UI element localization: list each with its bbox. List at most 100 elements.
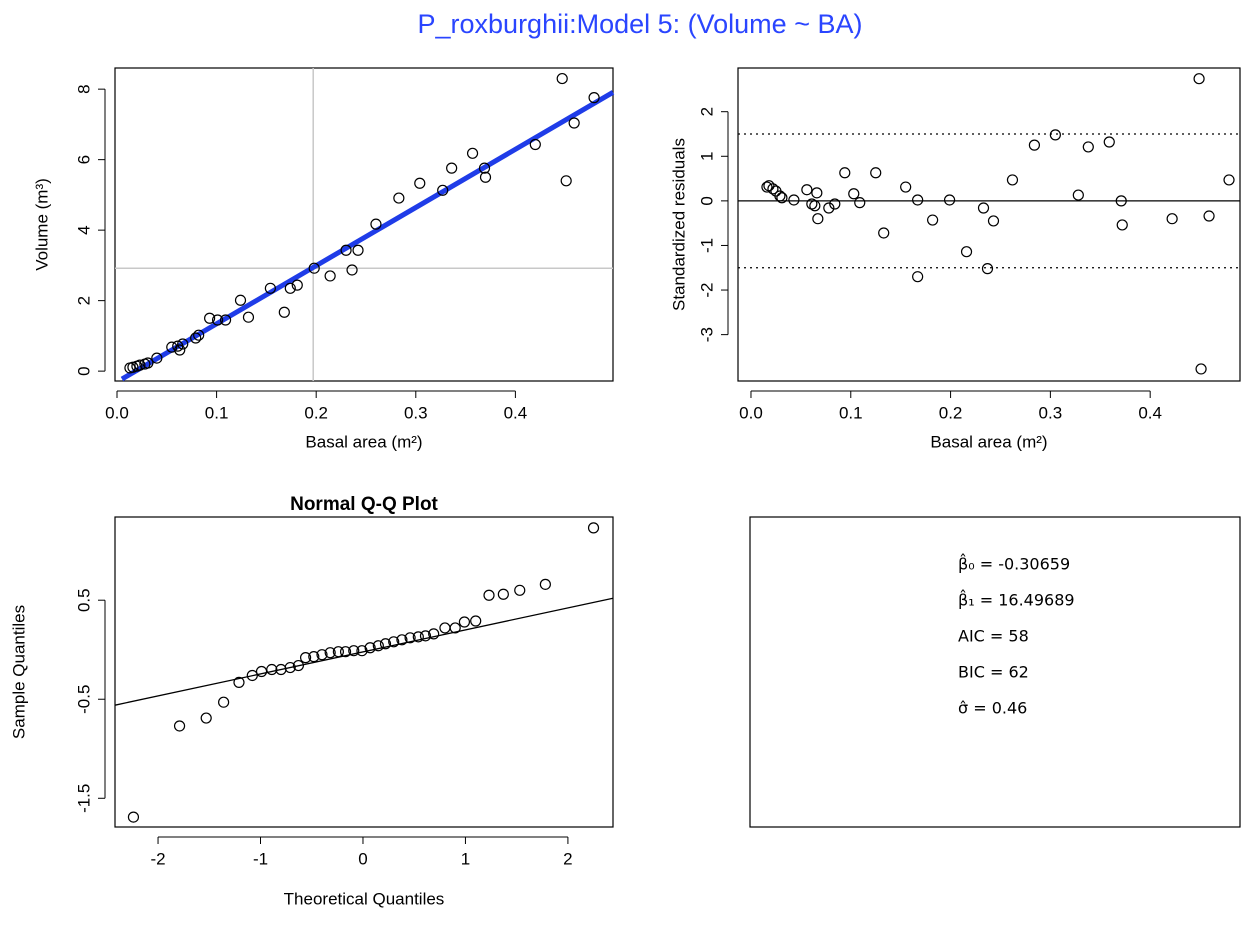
point	[166, 341, 178, 353]
point	[587, 522, 600, 534]
x-tick-label: 0.1	[839, 403, 863, 422]
y-axis-title: Volume (m³)	[32, 178, 51, 271]
point	[234, 294, 247, 306]
point	[339, 646, 352, 658]
point	[348, 645, 360, 657]
y-tick-label: 0	[697, 196, 716, 205]
point	[264, 282, 276, 294]
point	[981, 263, 994, 275]
y-tick-label: 4	[74, 225, 93, 234]
y-tick-label: 0.5	[74, 588, 93, 612]
point	[878, 227, 890, 239]
point	[943, 194, 956, 206]
point	[1049, 129, 1061, 141]
point	[1166, 213, 1178, 225]
point	[388, 636, 400, 648]
point	[479, 171, 492, 183]
point	[788, 194, 800, 206]
point	[142, 357, 154, 369]
x-axis-title: Theoretical Quantiles	[284, 889, 445, 908]
point	[190, 332, 202, 344]
point	[960, 246, 973, 258]
x-tick-label: -2	[150, 849, 165, 868]
stat-line: β̂₁ = 16.49689	[958, 590, 1075, 610]
y-tick-label: 1	[697, 152, 716, 161]
panel-title: Normal Q-Q Plot	[290, 494, 438, 515]
point	[811, 187, 823, 199]
point	[556, 72, 568, 85]
point	[233, 676, 245, 688]
point	[1103, 136, 1115, 148]
point	[927, 214, 939, 226]
point	[497, 588, 509, 600]
point	[308, 262, 320, 274]
point	[446, 162, 458, 174]
point	[761, 181, 773, 193]
point	[404, 632, 416, 644]
point	[218, 696, 230, 708]
point	[255, 665, 268, 678]
x-axis-title: Basal area (m²)	[305, 432, 422, 451]
point	[346, 264, 358, 276]
point	[193, 329, 205, 341]
point	[1223, 174, 1235, 186]
point	[177, 338, 189, 350]
y-tick-label: 8	[74, 84, 93, 93]
stat-line: AIC = 58	[958, 627, 1029, 646]
x-tick-label: -1	[253, 849, 268, 868]
plot-box	[114, 516, 614, 828]
point	[291, 279, 303, 291]
point	[246, 669, 258, 682]
fit-line	[120, 90, 615, 382]
y-tick-label: -2	[697, 282, 716, 297]
point	[466, 147, 479, 159]
stat-line: BIC = 62	[958, 663, 1029, 682]
plot-box	[737, 67, 1241, 382]
point	[470, 615, 482, 627]
point	[396, 634, 408, 646]
point	[356, 645, 368, 657]
point	[912, 194, 924, 206]
point	[439, 622, 451, 634]
point	[812, 213, 824, 225]
point	[539, 578, 551, 590]
point	[829, 198, 841, 210]
point	[372, 640, 384, 652]
point	[1028, 139, 1041, 151]
point	[134, 359, 146, 371]
point	[806, 198, 818, 210]
point	[1082, 141, 1094, 153]
point	[174, 344, 186, 356]
point	[854, 197, 866, 209]
point	[412, 631, 424, 643]
point	[324, 647, 336, 659]
point	[870, 167, 882, 179]
x-tick-label: 0	[358, 849, 367, 868]
point	[299, 652, 312, 664]
y-tick-label: 6	[74, 155, 93, 164]
point	[987, 215, 1000, 227]
point	[219, 314, 232, 326]
stat-line: σ̂ = 0.46	[958, 699, 1027, 718]
point	[204, 312, 216, 324]
y-axis-title: Standardized residuals	[669, 138, 688, 311]
point	[1115, 195, 1127, 207]
x-tick-label: 2	[563, 849, 572, 868]
point	[370, 218, 382, 230]
y-tick-label: 2	[74, 296, 93, 305]
point	[393, 192, 405, 204]
point	[284, 282, 296, 294]
point	[324, 270, 336, 282]
point	[352, 244, 364, 256]
point	[839, 167, 851, 179]
point	[912, 271, 924, 283]
point	[1203, 210, 1215, 222]
point	[514, 584, 526, 596]
point	[332, 646, 344, 658]
point	[211, 314, 224, 326]
point	[284, 661, 296, 674]
x-tick-label: 0.2	[304, 403, 328, 422]
point	[478, 162, 491, 174]
figure-title: P_roxburghii:Model 5: (Volume ~ BA)	[418, 9, 863, 39]
x-tick-label: 0.0	[105, 403, 129, 422]
